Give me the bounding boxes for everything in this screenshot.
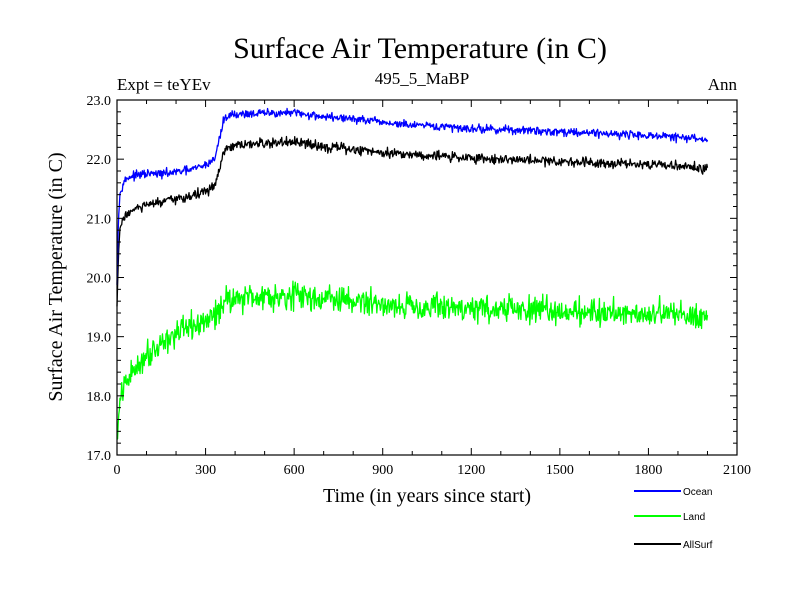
x-tick-label: 0 [114,463,121,478]
y-tick-label: 18.0 [87,390,112,405]
x-tick-label: 600 [284,463,305,478]
chart-title: Surface Air Temperature (in C) [233,32,607,65]
y-tick-label: 19.0 [87,331,112,346]
experiment-label: Expt = teYEv [117,75,211,94]
x-tick-label: 1200 [457,463,485,478]
y-tick-label: 20.0 [87,272,112,287]
y-axis-label: Surface Air Temperature (in C) [45,152,67,401]
x-tick-label: 2100 [723,463,751,478]
run-label: 495_5_MaBP [375,69,469,88]
y-tick-label: 22.0 [87,153,112,168]
legend-label-ocean: Ocean [683,487,712,498]
series-line-ocean [116,107,709,285]
y-axis: 17.0 18.0 19.0 20.0 21.0 22.0 23.0 [87,94,737,464]
x-tick-label: 1800 [634,463,662,478]
x-tick-label: 900 [372,463,393,478]
y-tick-label: 23.0 [87,94,112,109]
y-tick-label: 17.0 [87,449,112,464]
x-axis: 0 300 600 900 1200 1500 1800 2100 [114,100,751,478]
series-line-land [116,280,709,440]
series-layer [116,107,709,440]
legend-label-land: Land [683,512,705,523]
series-line-allsurf [116,135,709,307]
x-axis-label: Time (in years since start) [323,485,531,507]
legend: Ocean Land AllSurf [634,487,713,551]
y-tick-label: 21.0 [87,212,112,227]
period-label: Ann [708,75,738,94]
plot-frame [116,99,738,456]
x-tick-label: 1500 [546,463,574,478]
legend-label-allsurf: AllSurf [683,540,713,551]
x-tick-label: 300 [195,463,216,478]
